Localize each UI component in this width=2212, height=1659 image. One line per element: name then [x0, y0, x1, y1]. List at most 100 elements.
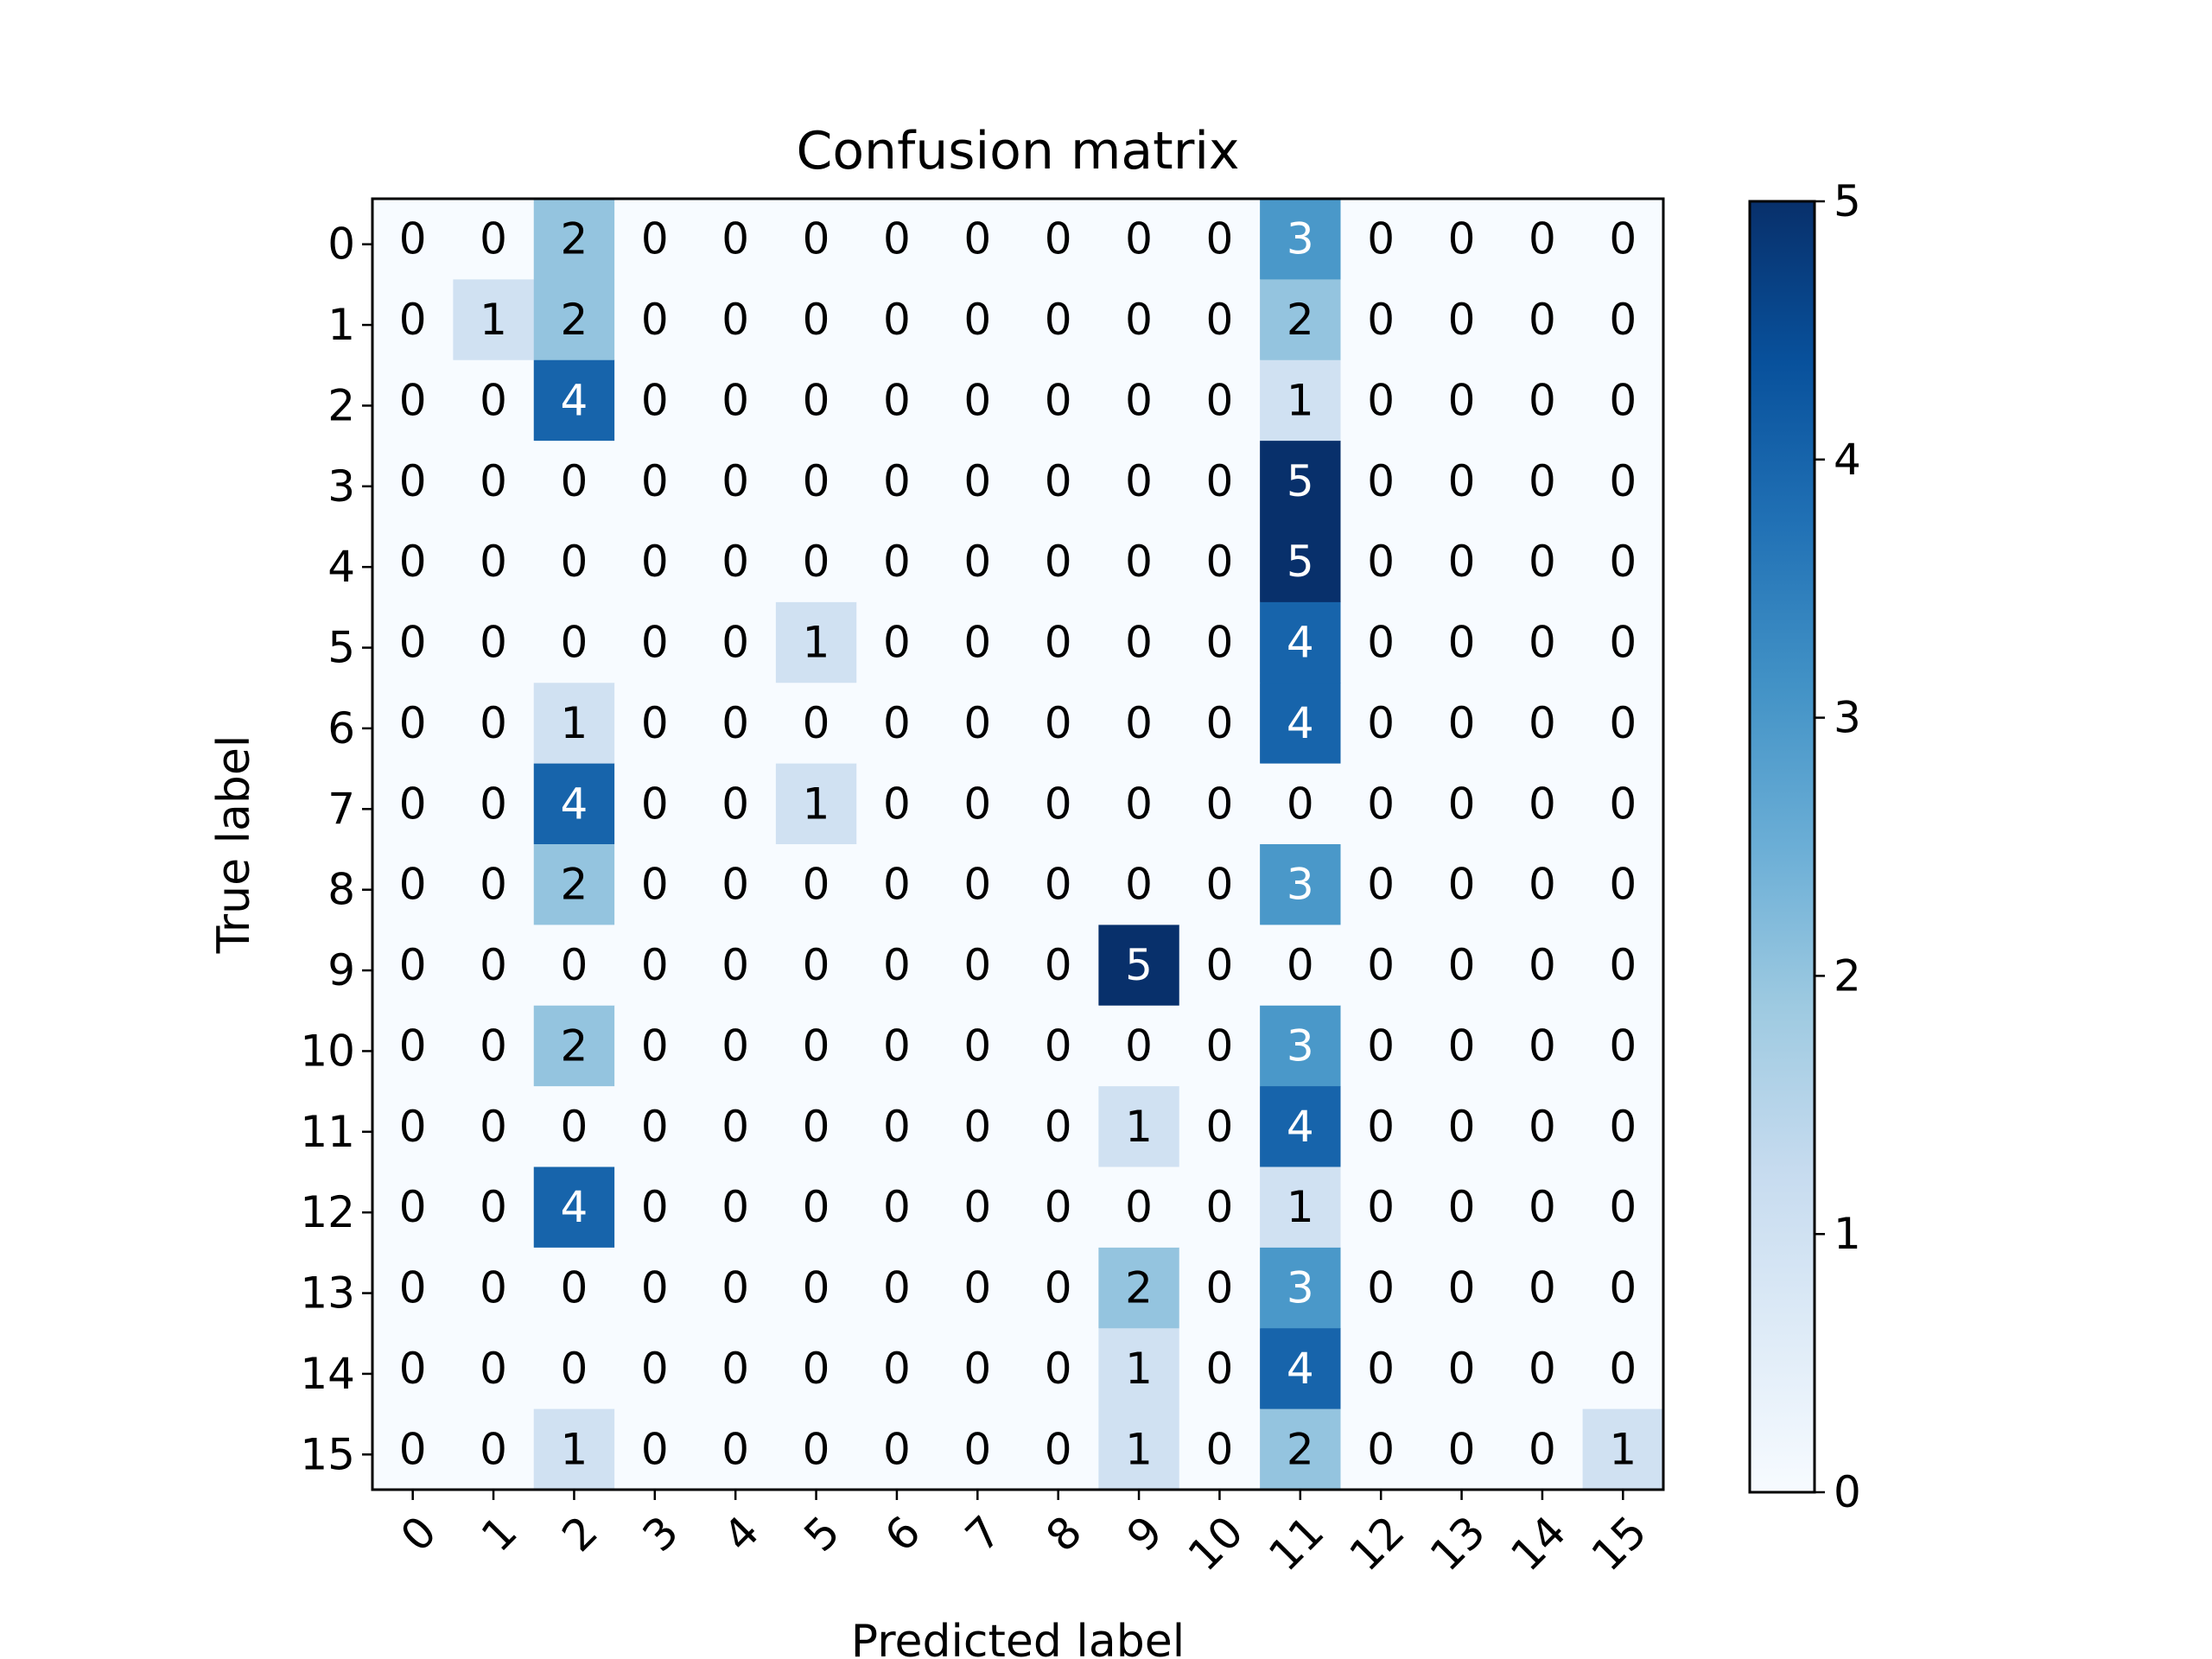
- heatmap-cell-r13-c15: [1582, 1247, 1664, 1329]
- heatmap-cell-r14-c1: [453, 1328, 535, 1410]
- cell-value-r9-c2: 0: [561, 940, 588, 990]
- cell-value-r2-c6: 0: [883, 375, 911, 425]
- heatmap-cell-r9-c10: [1179, 925, 1261, 1007]
- cell-value-r13-c6: 0: [883, 1263, 911, 1313]
- cell-value-r6-c6: 0: [883, 698, 911, 748]
- heatmap-cell-r0-c0: [372, 199, 454, 280]
- heatmap-cell-r4-c11: [1260, 521, 1341, 603]
- cell-value-r0-c11: 3: [1287, 214, 1314, 264]
- heatmap-cell-r1-c3: [614, 279, 696, 361]
- cell-value-r5-c15: 0: [1609, 618, 1637, 668]
- cell-value-r9-c12: 0: [1367, 940, 1395, 990]
- cell-value-r5-c5: 1: [803, 618, 830, 668]
- cell-value-r0-c15: 0: [1609, 214, 1637, 264]
- heatmap-cell-r5-c2: [533, 601, 615, 683]
- heatmap-cell-r8-c4: [695, 844, 777, 925]
- cell-value-r5-c13: 0: [1448, 618, 1476, 668]
- cell-value-r13-c0: 0: [399, 1263, 427, 1313]
- cell-value-r5-c1: 0: [480, 618, 507, 668]
- heatmap-cell-r1-c2: [533, 279, 615, 361]
- cell-value-r2-c14: 0: [1529, 375, 1556, 425]
- heatmap-cell-r11-c12: [1340, 1086, 1422, 1167]
- heatmap-cell-r6-c15: [1582, 683, 1664, 765]
- heatmap-cell-r6-c14: [1502, 683, 1584, 765]
- heatmap-cell-r15-c7: [937, 1408, 1019, 1491]
- heatmap-cell-r10-c4: [695, 1005, 777, 1087]
- cell-value-r9-c14: 0: [1529, 940, 1556, 990]
- cell-value-r12-c8: 0: [1045, 1182, 1072, 1232]
- heatmap-cell-r3-c10: [1179, 441, 1261, 522]
- y-tick-label-0: 0: [327, 219, 355, 270]
- cell-value-r3-c14: 0: [1529, 456, 1556, 506]
- cell-value-r6-c3: 0: [641, 698, 669, 748]
- heatmap-cell-r4-c4: [695, 521, 777, 603]
- heatmap-cell-r12-c12: [1340, 1166, 1422, 1249]
- heatmap-cell-r2-c8: [1018, 359, 1099, 442]
- cell-value-r14-c6: 0: [883, 1344, 911, 1394]
- cell-value-r3-c0: 0: [399, 456, 427, 506]
- heatmap-cell-r1-c15: [1582, 279, 1664, 361]
- cell-value-r15-c1: 0: [480, 1424, 507, 1474]
- cell-value-r10-c13: 0: [1448, 1020, 1476, 1071]
- heatmap-cell-r7-c2: [533, 763, 615, 845]
- colorbar-tick-label-1: 1: [1834, 1209, 1861, 1259]
- cell-value-r10-c4: 0: [721, 1020, 749, 1071]
- cell-value-r11-c15: 0: [1609, 1102, 1637, 1152]
- cell-value-r0-c3: 0: [641, 214, 669, 264]
- heatmap-cell-r8-c13: [1421, 844, 1503, 925]
- cell-value-r15-c3: 0: [641, 1424, 669, 1474]
- heatmap-cell-r4-c12: [1340, 521, 1422, 603]
- x-tick-label-12: 12: [1340, 1506, 1414, 1580]
- heatmap-cell-r4-c3: [614, 521, 696, 603]
- x-tick-label-15: 15: [1582, 1506, 1656, 1580]
- cell-value-r8-c12: 0: [1367, 860, 1395, 910]
- x-tick-label-11: 11: [1259, 1506, 1333, 1580]
- cell-value-r5-c4: 0: [721, 618, 749, 668]
- x-tick-label-3: 3: [633, 1506, 689, 1561]
- cell-value-r15-c10: 0: [1206, 1424, 1234, 1474]
- cell-value-r3-c11: 5: [1287, 456, 1314, 506]
- heatmap-cell-r7-c11: [1260, 763, 1341, 845]
- heatmap-cell-r12-c13: [1421, 1166, 1503, 1249]
- heatmap-cell-r3-c6: [856, 441, 938, 522]
- cell-value-r3-c15: 0: [1609, 456, 1637, 506]
- cell-value-r1-c6: 0: [883, 295, 911, 345]
- cell-value-r2-c7: 0: [963, 375, 991, 425]
- cell-value-r9-c11: 0: [1287, 940, 1314, 990]
- heatmap-cell-r5-c0: [372, 601, 454, 683]
- cell-value-r15-c8: 0: [1045, 1424, 1072, 1474]
- chart-title: Confusion matrix: [796, 121, 1239, 181]
- x-tick-label-6: 6: [875, 1506, 931, 1561]
- cell-value-r1-c14: 0: [1529, 295, 1556, 345]
- cell-value-r13-c5: 0: [803, 1263, 830, 1313]
- heatmap-cell-r6-c10: [1179, 683, 1261, 765]
- heatmap-cell-r9-c6: [856, 925, 938, 1007]
- cell-value-r0-c6: 0: [883, 214, 911, 264]
- heatmap-cell-r8-c8: [1018, 844, 1099, 925]
- cell-value-r11-c14: 0: [1529, 1102, 1556, 1152]
- heatmap-cell-r8-c15: [1582, 844, 1664, 925]
- cell-value-r12-c13: 0: [1448, 1182, 1476, 1232]
- cell-value-r11-c1: 0: [480, 1102, 507, 1152]
- heatmap-cell-r5-c13: [1421, 601, 1503, 683]
- heatmap-cell-r5-c10: [1179, 601, 1261, 683]
- x-tick-label-5: 5: [795, 1506, 850, 1561]
- cell-value-r10-c2: 2: [561, 1020, 588, 1071]
- heatmap-cell-r10-c2: [533, 1005, 615, 1087]
- cell-value-r0-c1: 0: [480, 214, 507, 264]
- cell-value-r14-c10: 0: [1206, 1344, 1234, 1394]
- cell-value-r12-c14: 0: [1529, 1182, 1556, 1232]
- cell-value-r10-c10: 0: [1206, 1020, 1234, 1071]
- cell-value-r15-c9: 1: [1125, 1424, 1153, 1474]
- heatmap-cell-r4-c6: [856, 521, 938, 603]
- heatmap-cell-labels: 0 0 2 0 0 0 0 0 0 0 0 3 0 0 0 0 0 1 2 0 0 0 0 0 0 0 0 2 0 0 0 0 0 0 4 0 0 0 0 0…: [399, 214, 1637, 1475]
- cell-value-r7-c15: 0: [1609, 779, 1637, 829]
- cell-value-r3-c4: 0: [721, 456, 749, 506]
- heatmap-cell-r3-c8: [1018, 441, 1099, 522]
- heatmap-cell-r12-c6: [856, 1166, 938, 1249]
- colorbar: [1748, 200, 1816, 1494]
- y-tick-label-12: 12: [300, 1187, 355, 1237]
- cell-value-r14-c4: 0: [721, 1344, 749, 1394]
- cell-value-r13-c11: 3: [1287, 1263, 1314, 1313]
